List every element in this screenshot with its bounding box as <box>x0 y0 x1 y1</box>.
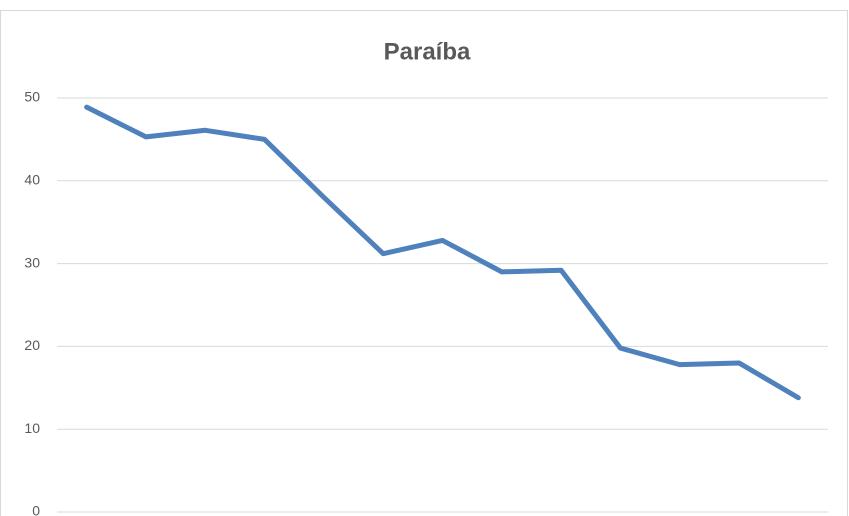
y-tick-label: 0 <box>32 503 40 516</box>
y-tick-label: 20 <box>24 337 40 353</box>
data-line <box>84 104 801 401</box>
y-tick-label: 40 <box>24 172 40 188</box>
y-tick-label: 30 <box>24 254 40 270</box>
chart-title: Paraíba <box>384 38 471 65</box>
y-tick-label: 10 <box>24 420 40 436</box>
y-tick-label: 50 <box>24 89 40 105</box>
